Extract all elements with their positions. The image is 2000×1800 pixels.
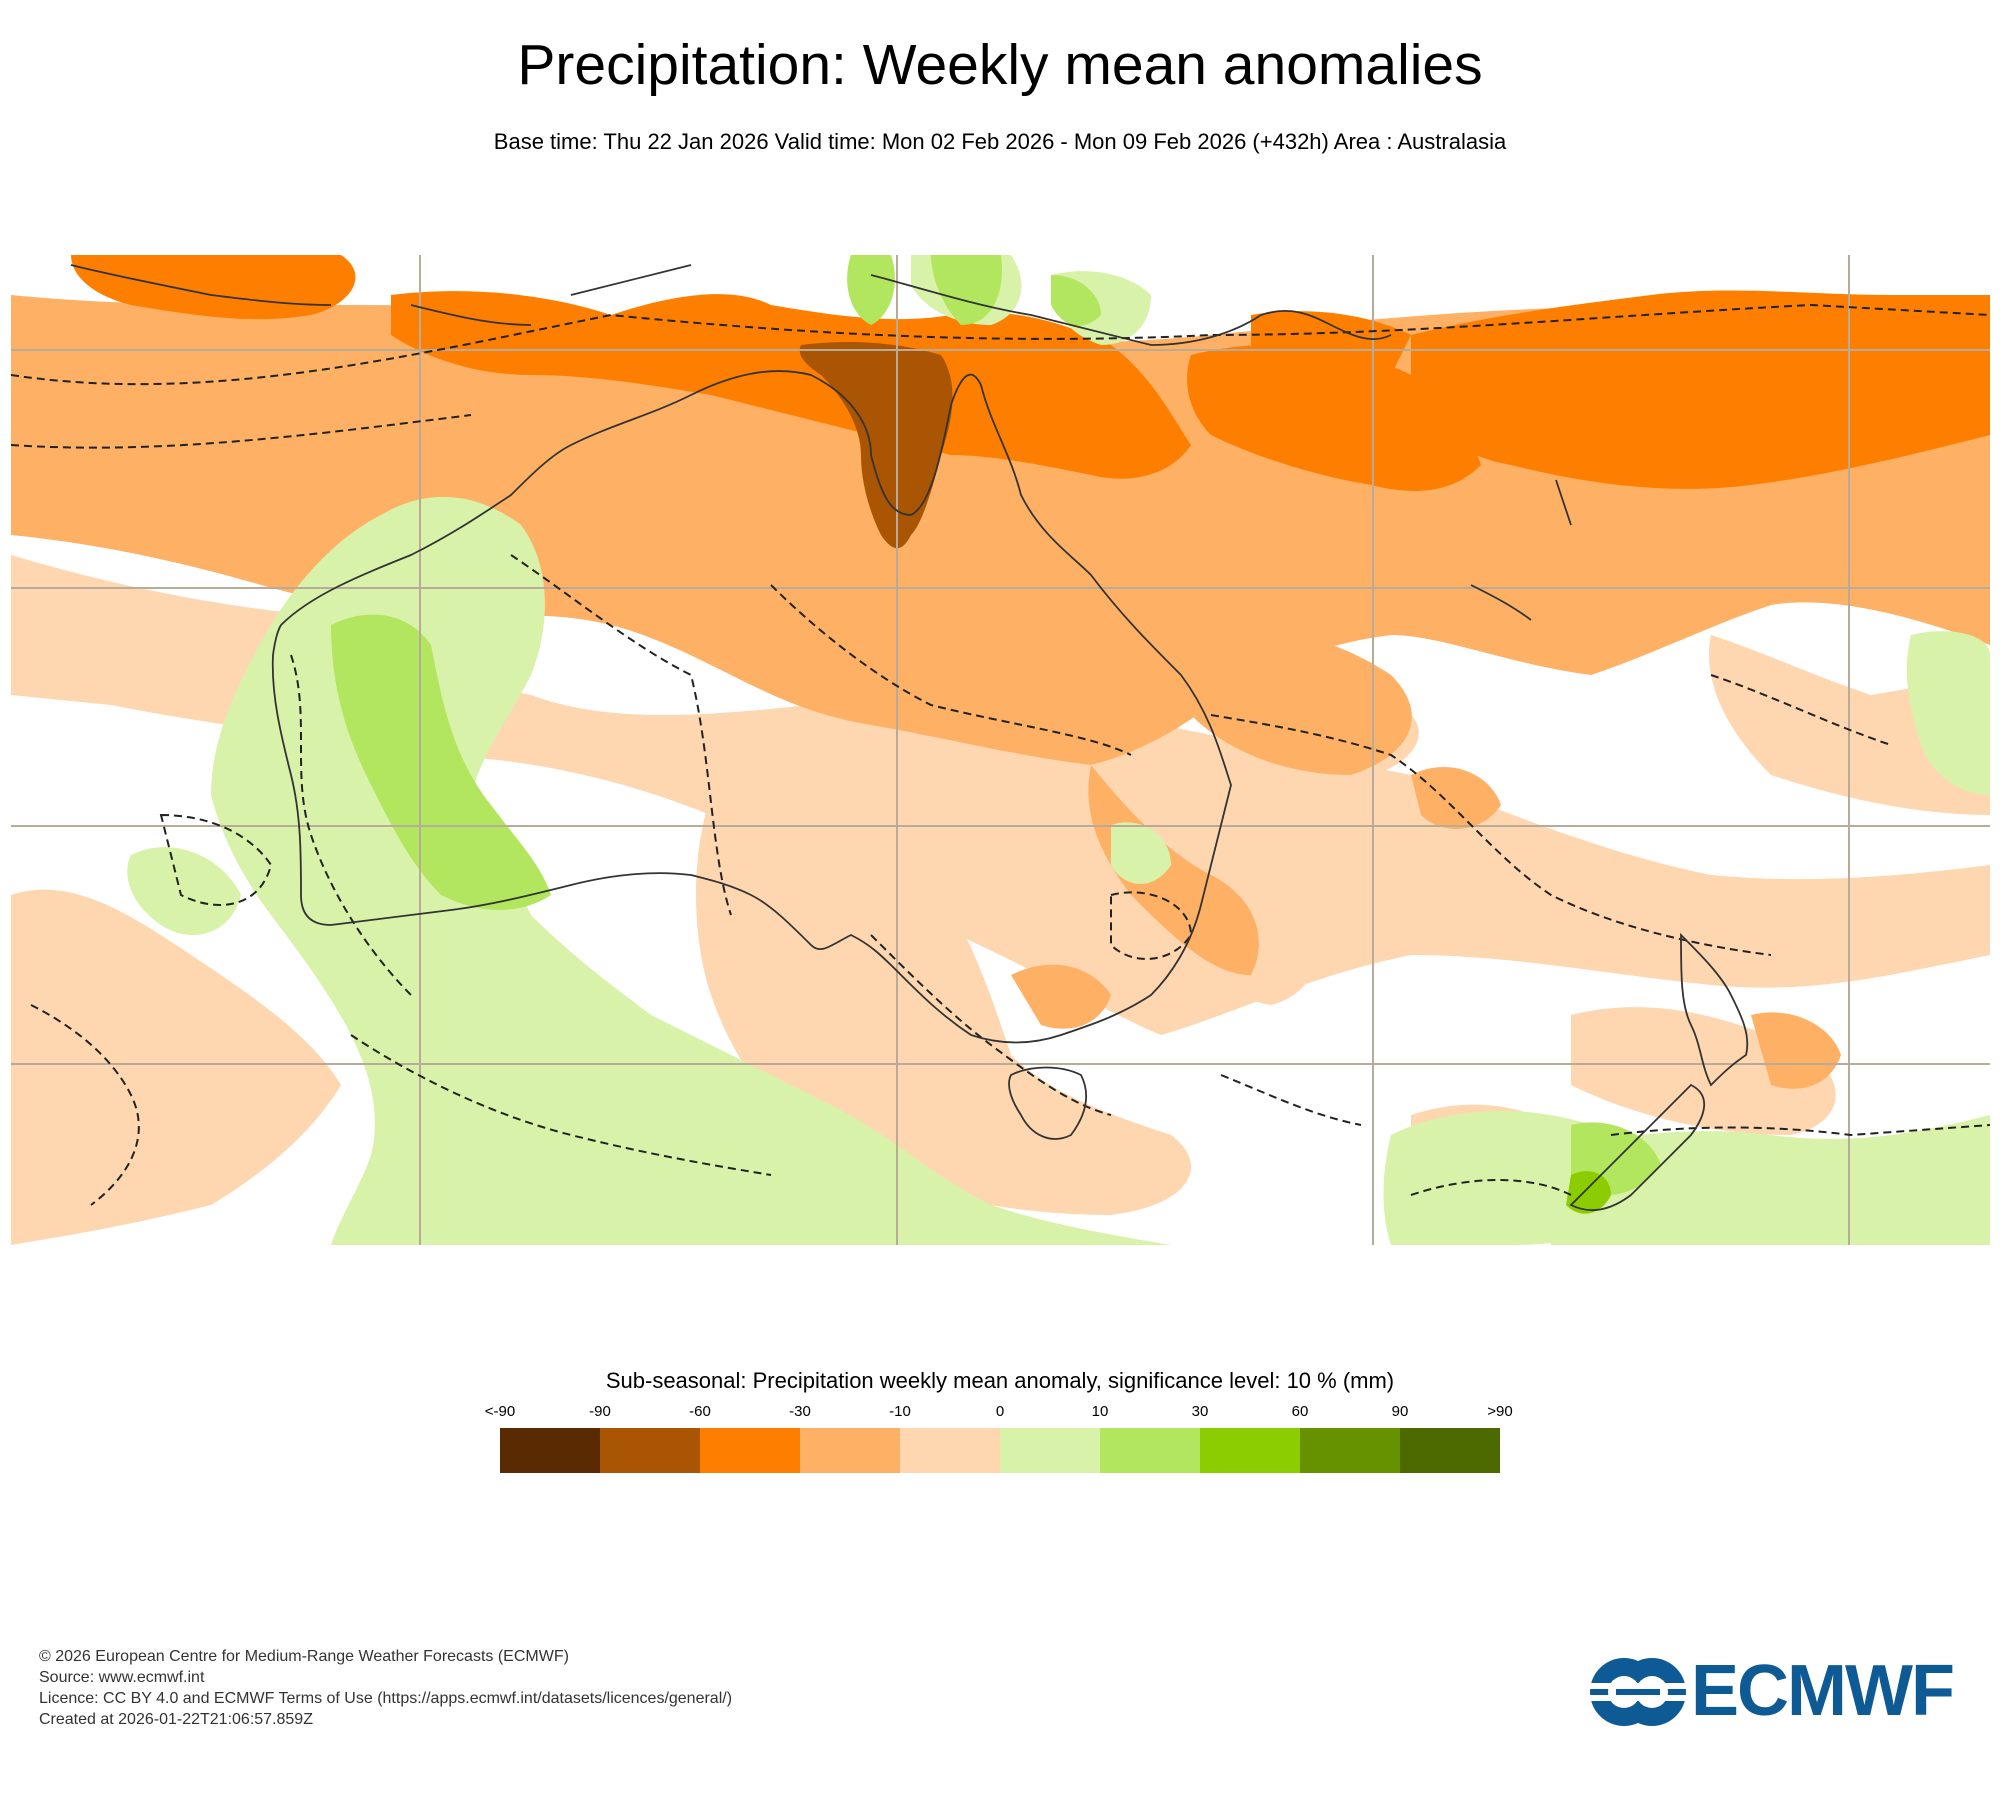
ecmwf-logo: ECMWF [1588, 1651, 1963, 1731]
legend-tick: 30 [1191, 1403, 1209, 1420]
legend-swatch-4 [900, 1428, 1000, 1473]
legend-swatch-2 [700, 1428, 800, 1473]
australia-coastline [271, 370, 1232, 1044]
legend-tick: -90 [589, 1403, 611, 1420]
credits: © 2026 European Centre for Medium-Range … [39, 1646, 732, 1730]
legend-swatch-6 [1100, 1428, 1200, 1473]
page-title: Precipitation: Weekly mean anomalies [517, 33, 1483, 97]
vanuatu-coastline [1555, 479, 1572, 526]
legend-swatch-8 [1300, 1428, 1400, 1473]
legend-tick: <-90 [484, 1403, 516, 1420]
copyright-text: © 2026 European Centre for Medium-Range … [39, 1648, 569, 1665]
legend-color-bar [500, 1428, 1500, 1473]
new-caledonia-coastline [1470, 584, 1532, 621]
legend-title: Sub-seasonal: Precipitation weekly mean … [605, 1368, 1395, 1393]
anomaly-strong-negative [71, 255, 1990, 491]
legend-tick: -30 [789, 1403, 811, 1420]
new-zealand-north-coastline [1680, 932, 1749, 1087]
legend-tick: >90 [1487, 1403, 1513, 1420]
graticule [11, 255, 1990, 1245]
legend-swatch-3 [800, 1428, 900, 1473]
anomaly-strong-positive [1566, 1171, 1611, 1214]
legend-tick-labels: <-90 -90 -60 -30 -10 0 10 30 60 90 >90 [0, 1403, 2000, 1423]
coastlines [70, 264, 1749, 1212]
created-text: Created at 2026-01-22T21:06:57.859Z [39, 1711, 313, 1728]
new-guinea-coastline [870, 274, 1392, 346]
tasmania-coastline [1008, 1066, 1088, 1140]
legend-tick: -60 [689, 1403, 711, 1420]
indonesia-coastline [70, 264, 692, 326]
ecmwf-logo-icon [1588, 1658, 1688, 1726]
ecmwf-logo-text: ECMWF [1691, 1651, 1955, 1731]
legend-tick: 60 [1291, 1403, 1309, 1420]
precipitation-anomaly-map [11, 255, 1990, 1245]
legend-tick: 90 [1391, 1403, 1409, 1420]
legend-tick: -10 [889, 1403, 911, 1420]
legend-swatch-7 [1200, 1428, 1300, 1473]
legend-swatch-9 [1400, 1428, 1500, 1473]
legend-swatch-0 [500, 1428, 600, 1473]
legend-tick: 10 [1091, 1403, 1109, 1420]
source-text: Source: www.ecmwf.int [39, 1669, 205, 1686]
legend-swatch-1 [600, 1428, 700, 1473]
page-subtitle: Base time: Thu 22 Jan 2026 Valid time: M… [493, 129, 1507, 154]
legend-tick: 0 [995, 1403, 1005, 1420]
legend-swatch-5 [1000, 1428, 1100, 1473]
anomaly-very-strong-negative [799, 342, 953, 549]
licence-text: Licence: CC BY 4.0 and ECMWF Terms of Us… [39, 1690, 733, 1707]
new-zealand-south-coastline [1569, 1083, 1706, 1212]
